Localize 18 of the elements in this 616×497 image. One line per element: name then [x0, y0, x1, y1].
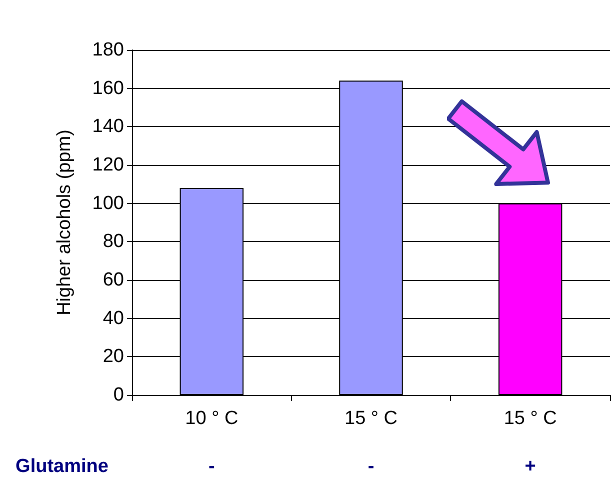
y-axis-title: Higher alcohols (ppm) — [54, 130, 75, 316]
y-tick-label: 180 — [92, 40, 124, 60]
text: Glutamine — [16, 456, 108, 478]
text: + — [524, 456, 536, 478]
x-tick-label: 15 ° C — [344, 408, 398, 429]
y-tick-label: 140 — [92, 116, 124, 138]
text: - — [368, 456, 374, 478]
y-tick-label: 120 — [92, 154, 124, 176]
y-tick-label: 160 — [92, 78, 124, 99]
y-tick-label: 40 — [102, 308, 124, 329]
y-tick-label: 0 — [113, 384, 124, 406]
x-tick-label: 15 ° C — [504, 408, 557, 429]
y-tick-label: 60 — [102, 270, 124, 290]
y-tick-label: 100 — [92, 192, 124, 214]
y-tick-label: 20 — [102, 346, 124, 368]
text: - — [208, 456, 215, 478]
y-tick-label: 80 — [102, 231, 124, 252]
x-tick-label: 10 ° C — [185, 408, 238, 429]
